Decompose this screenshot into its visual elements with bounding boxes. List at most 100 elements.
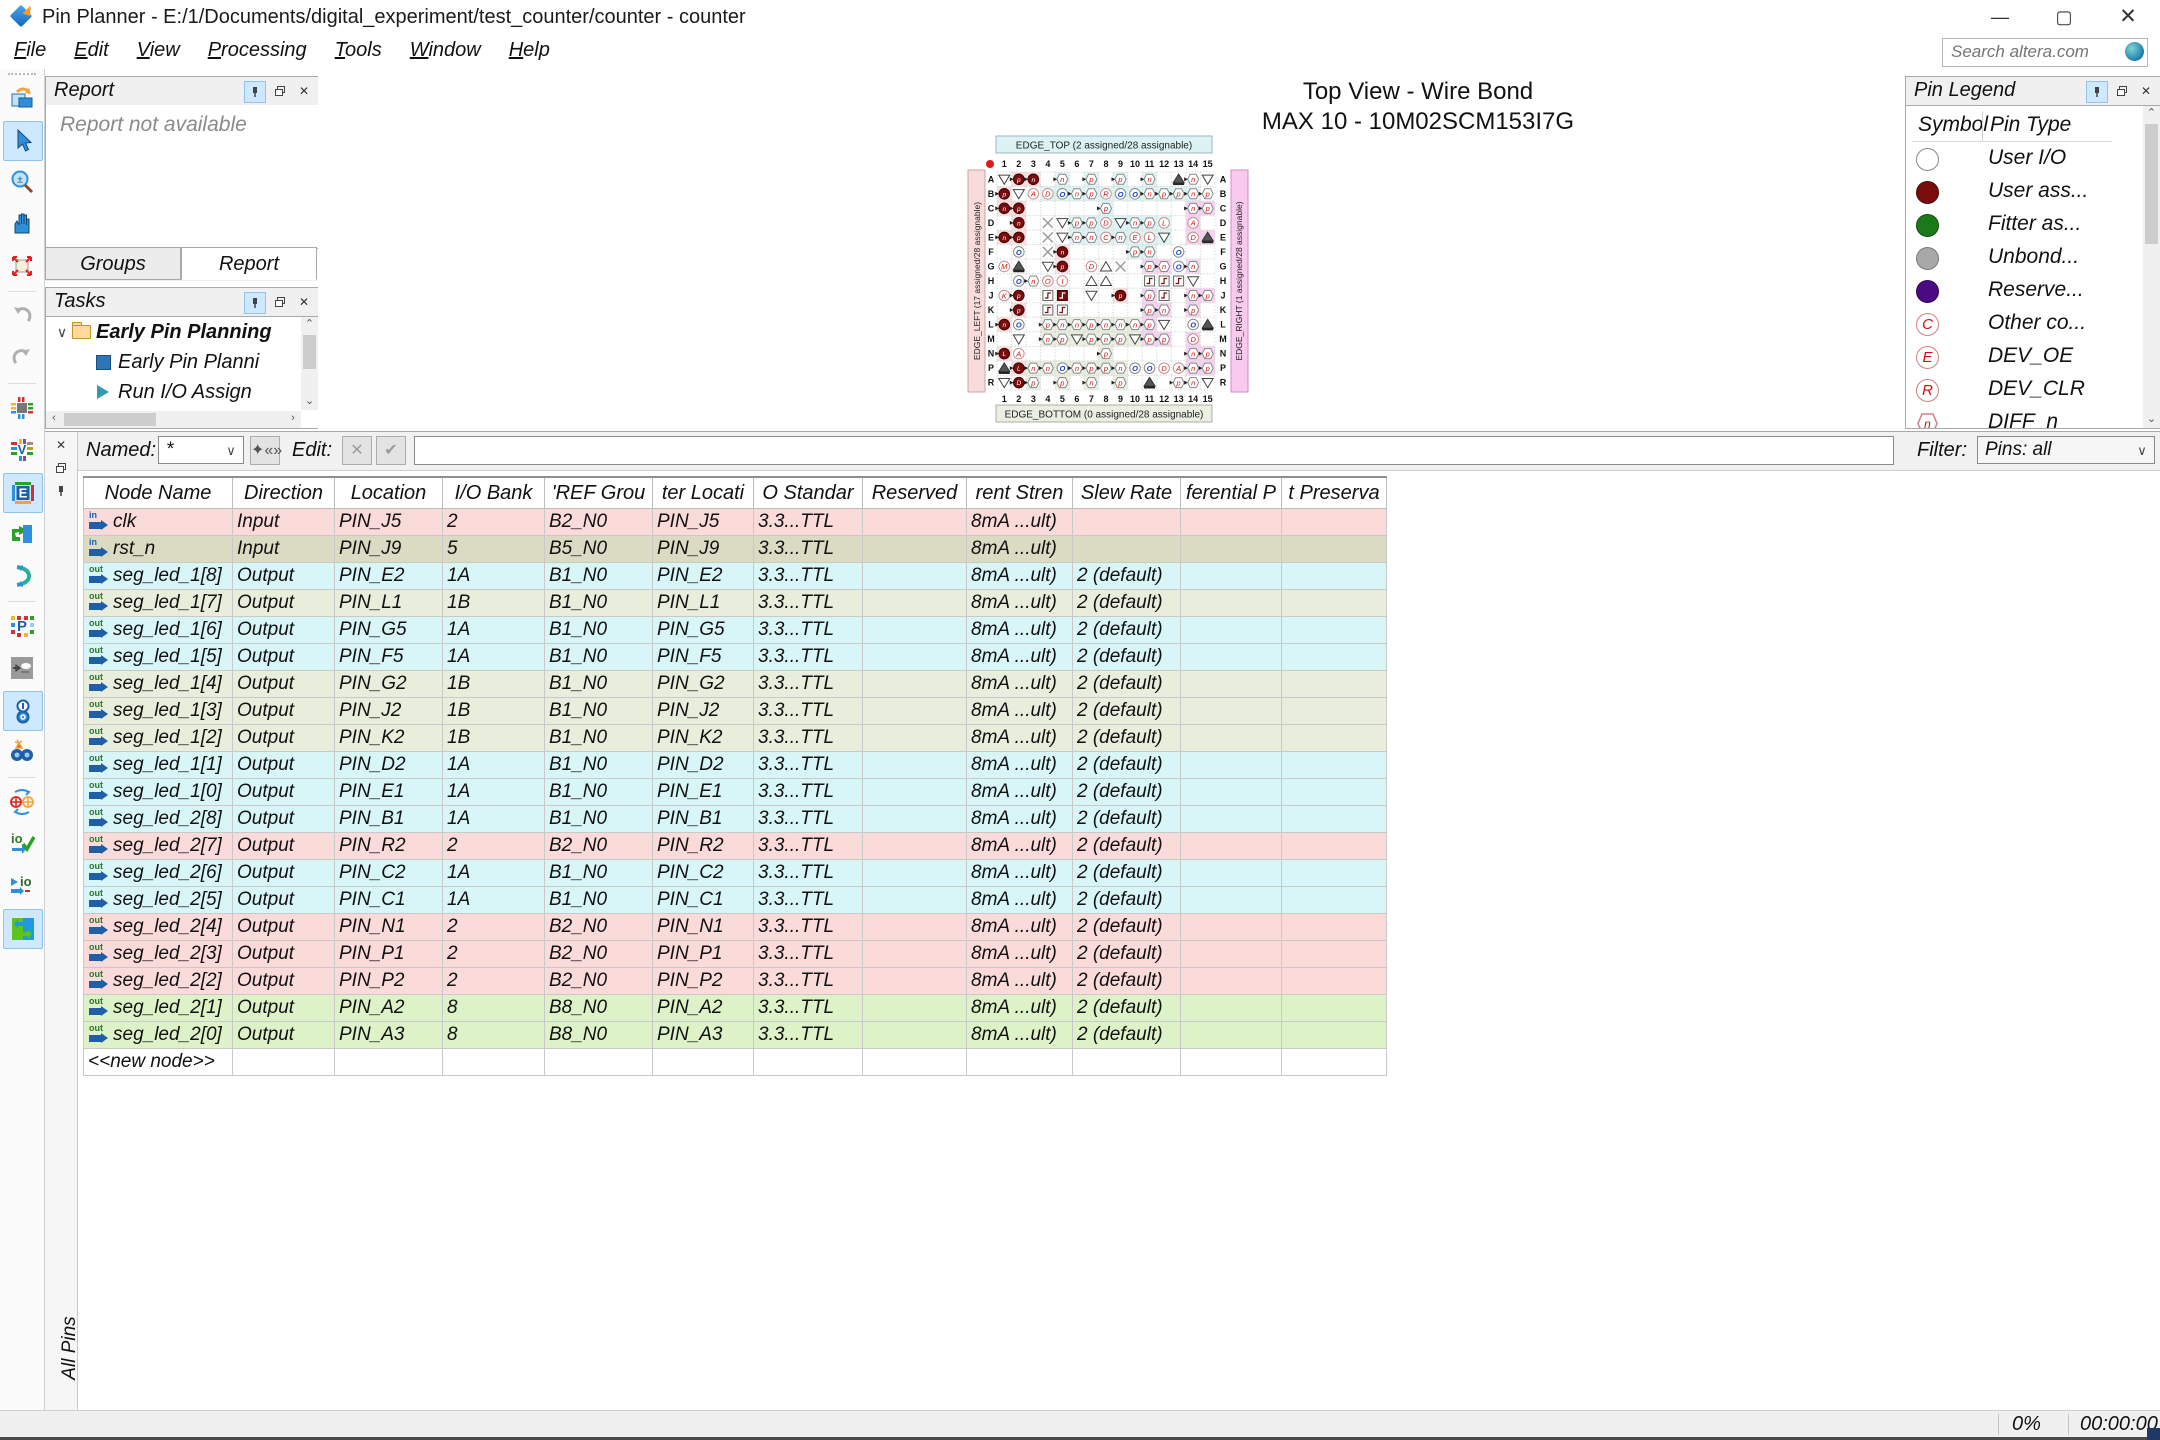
node-name-cell[interactable]: out seg_led_2[3]: [83, 940, 233, 968]
direction-cell[interactable]: Output: [232, 778, 335, 806]
tab-groups[interactable]: Groups: [45, 247, 181, 280]
bank-cell[interactable]: 1A: [442, 886, 545, 914]
location-cell[interactable]: PIN_N1: [334, 913, 443, 941]
node-name-cell[interactable]: out seg_led_1[6]: [83, 616, 233, 644]
node-name-cell[interactable]: out seg_led_2[2]: [83, 967, 233, 995]
report-v-icon[interactable]: V: [3, 431, 41, 469]
empty-cell[interactable]: [232, 1048, 335, 1076]
bank-cell[interactable]: 1B: [442, 724, 545, 752]
close-pane-icon[interactable]: ✕: [55, 438, 67, 452]
fitter-cell[interactable]: PIN_J5: [652, 508, 754, 536]
diff-cell[interactable]: [1180, 940, 1282, 968]
fitter-cell[interactable]: PIN_C2: [652, 859, 754, 887]
bank-cell[interactable]: 1B: [442, 589, 545, 617]
bank-cell[interactable]: 8: [442, 1021, 545, 1049]
location-cell[interactable]: PIN_A2: [334, 994, 443, 1022]
reserved-cell[interactable]: [862, 616, 967, 644]
table-row[interactable]: out seg_led_1[1] Output PIN_D2 1A B1_N0 PIN_D2…: [83, 751, 1387, 779]
fitter-cell[interactable]: PIN_R2: [652, 832, 754, 860]
filter-combo[interactable]: Pins: all ∨: [1977, 436, 2155, 464]
direction-cell[interactable]: Output: [232, 643, 335, 671]
column-header-reserved[interactable]: Reserved: [862, 476, 967, 509]
strength-cell[interactable]: 8mA ...ult): [966, 589, 1073, 617]
table-row[interactable]: out seg_led_2[1] Output PIN_A2 8 B8_N0 PIN_A2 3…: [83, 994, 1387, 1022]
node-finder-button[interactable]: ✦«»: [250, 436, 282, 465]
slew-cell[interactable]: 2 (default): [1072, 940, 1181, 968]
slew-cell[interactable]: 2 (default): [1072, 778, 1181, 806]
vref-cell[interactable]: B2_N0: [544, 832, 653, 860]
reserved-cell[interactable]: [862, 643, 967, 671]
standard-cell[interactable]: 3.3...TTL: [753, 967, 863, 995]
preserve-cell[interactable]: [1281, 670, 1387, 698]
standard-cell[interactable]: 3.3...TTL: [753, 913, 863, 941]
location-cell[interactable]: PIN_L1: [334, 589, 443, 617]
slew-cell[interactable]: 2 (default): [1072, 913, 1181, 941]
table-row[interactable]: out seg_led_1[3] Output PIN_J2 1B B1_N0 PIN_J2…: [83, 697, 1387, 725]
slew-cell[interactable]: 2 (default): [1072, 886, 1181, 914]
new-node-cell[interactable]: <<new node>>: [83, 1048, 233, 1076]
preserve-cell[interactable]: [1281, 1021, 1387, 1049]
empty-cell[interactable]: [1072, 1048, 1181, 1076]
selection-cursor-icon[interactable]: [3, 121, 43, 161]
bank-cell[interactable]: 1A: [442, 778, 545, 806]
redo-icon[interactable]: [3, 339, 41, 377]
edit-cancel-button[interactable]: ✕: [342, 436, 372, 465]
strength-cell[interactable]: 8mA ...ult): [966, 751, 1073, 779]
diff-cell[interactable]: [1180, 805, 1282, 833]
direction-cell[interactable]: Output: [232, 697, 335, 725]
io-check-icon[interactable]: io: [3, 825, 41, 863]
node-name-cell[interactable]: out seg_led_2[8]: [83, 805, 233, 833]
strength-cell[interactable]: 8mA ...ult): [966, 724, 1073, 752]
fitter-cell[interactable]: PIN_G5: [652, 616, 754, 644]
vref-cell[interactable]: B8_N0: [544, 994, 653, 1022]
standard-cell[interactable]: 3.3...TTL: [753, 670, 863, 698]
direction-cell[interactable]: Input: [232, 508, 335, 536]
diff-cell[interactable]: [1180, 832, 1282, 860]
direction-cell[interactable]: Output: [232, 724, 335, 752]
preserve-cell[interactable]: [1281, 751, 1387, 779]
pin-panel-icon[interactable]: [244, 81, 266, 103]
bank-cell[interactable]: 2: [442, 967, 545, 995]
preserve-cell[interactable]: [1281, 832, 1387, 860]
reserved-cell[interactable]: [862, 940, 967, 968]
bank-cell[interactable]: 1B: [442, 670, 545, 698]
node-name-cell[interactable]: in clk: [83, 508, 233, 536]
node-name-cell[interactable]: out seg_led_1[8]: [83, 562, 233, 590]
diff-cell[interactable]: [1180, 535, 1282, 563]
bank-cell[interactable]: 1A: [442, 859, 545, 887]
slew-cell[interactable]: 2 (default): [1072, 1021, 1181, 1049]
bank-cell[interactable]: 1A: [442, 562, 545, 590]
direction-cell[interactable]: Output: [232, 670, 335, 698]
table-row[interactable]: in rst_n Input PIN_J9 5 B5_N0 PIN_J9 3.3...TTL 8…: [83, 535, 1387, 563]
diff-cell[interactable]: [1180, 994, 1282, 1022]
diff-cell[interactable]: [1180, 643, 1282, 671]
find-binoculars-icon[interactable]: [3, 733, 41, 771]
location-cell[interactable]: PIN_G2: [334, 670, 443, 698]
reserved-cell[interactable]: [862, 535, 967, 563]
fitter-cell[interactable]: PIN_K2: [652, 724, 754, 752]
partition-puzzle-icon[interactable]: [3, 515, 41, 553]
minimize-button[interactable]: —: [1991, 7, 2009, 27]
menu-view[interactable]: View: [136, 39, 180, 61]
reserved-cell[interactable]: [862, 724, 967, 752]
reserved-cell[interactable]: [862, 670, 967, 698]
strength-cell[interactable]: 8mA ...ult): [966, 967, 1073, 995]
column-header--ref-grou[interactable]: 'REF Grou: [544, 476, 653, 509]
io-arrows-icon[interactable]: io: [3, 867, 41, 905]
tasks-hscrollbar[interactable]: ‹ ›: [46, 411, 301, 428]
strength-cell[interactable]: 8mA ...ult): [966, 1021, 1073, 1049]
tree-item-run-i-o-assign[interactable]: Run I/O Assign: [74, 377, 252, 407]
preserve-cell[interactable]: [1281, 805, 1387, 833]
location-cell[interactable]: PIN_R2: [334, 832, 443, 860]
route-curve-icon[interactable]: [3, 557, 41, 595]
vref-cell[interactable]: B1_N0: [544, 643, 653, 671]
empty-cell[interactable]: [442, 1048, 545, 1076]
strength-cell[interactable]: 8mA ...ult): [966, 643, 1073, 671]
diff-cell[interactable]: [1180, 616, 1282, 644]
strength-cell[interactable]: 8mA ...ult): [966, 805, 1073, 833]
bank-cell[interactable]: 2: [442, 913, 545, 941]
strength-cell[interactable]: 8mA ...ult): [966, 670, 1073, 698]
preserve-cell[interactable]: [1281, 562, 1387, 590]
fitter-cell[interactable]: PIN_E1: [652, 778, 754, 806]
slew-cell[interactable]: 2 (default): [1072, 670, 1181, 698]
